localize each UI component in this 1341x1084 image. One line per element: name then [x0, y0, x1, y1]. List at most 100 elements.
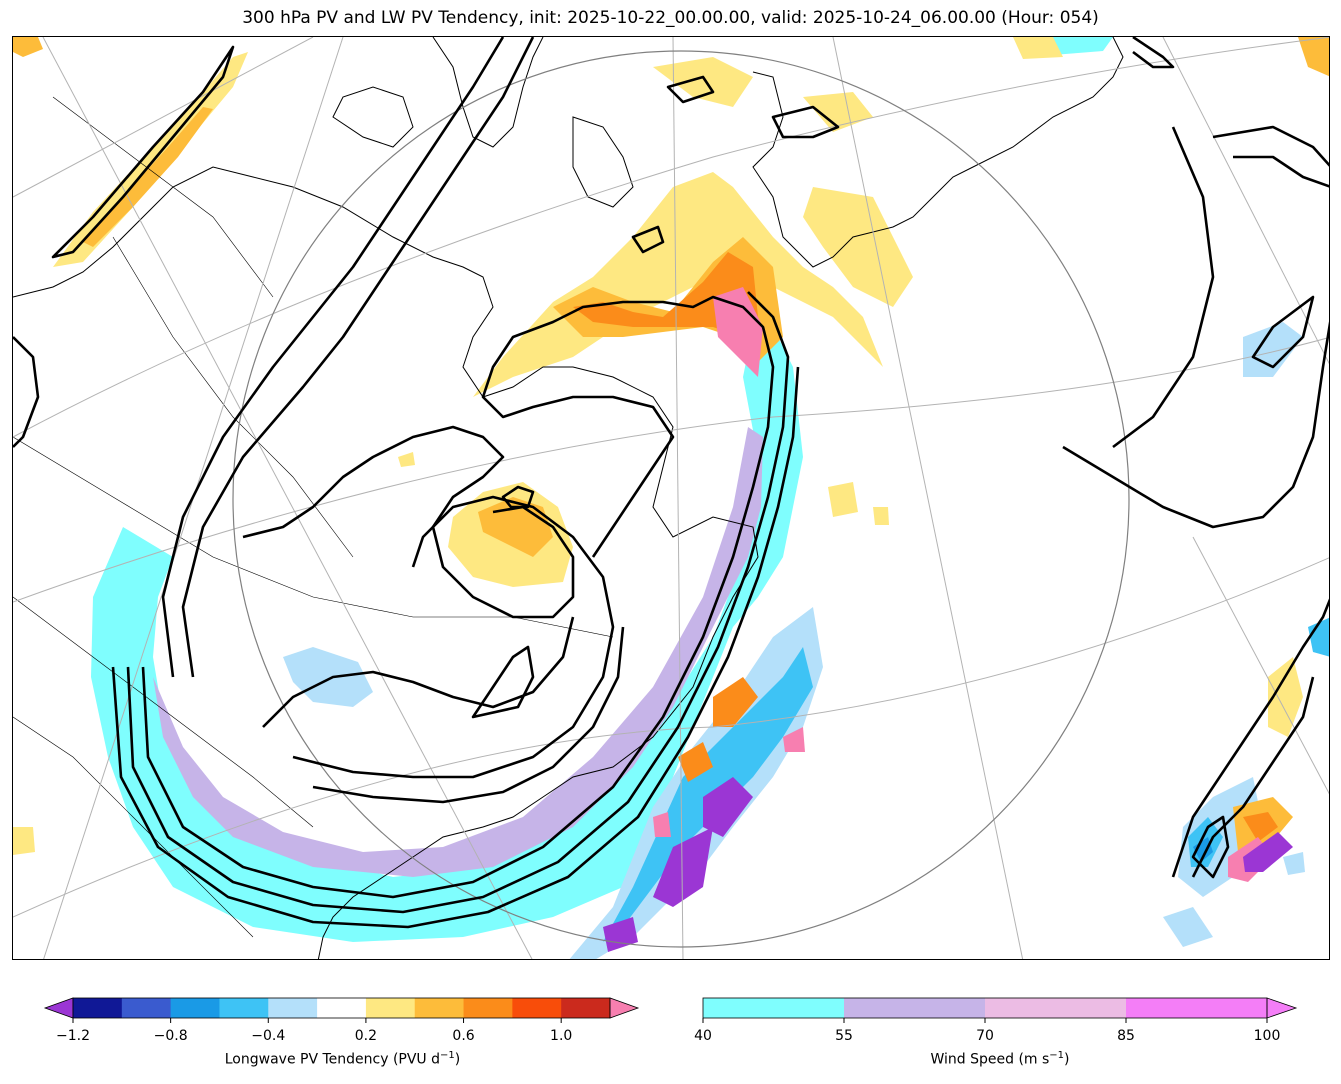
pv-contour: [501, 485, 535, 509]
colorbar-swatch: [219, 998, 269, 1018]
pv-contour: [1212, 125, 1329, 167]
pvt-negative-region: [1243, 322, 1303, 377]
meridian-line: [1192, 536, 1329, 795]
pvt-positive-region: [1243, 812, 1278, 842]
meridian-line: [13, 37, 1329, 438]
pvt-positive-region: [1298, 37, 1329, 77]
pvt-positive-region: [713, 677, 758, 727]
pv-tendency-colorbar-label: Longwave PV Tendency (PVU d−1): [40, 1050, 645, 1068]
pv-contour: [51, 45, 235, 259]
meridian-line: [13, 557, 1329, 918]
pv-tendency-label-end: ): [454, 1051, 461, 1068]
pv-contour: [181, 37, 535, 678]
colorbar-tick-label: 85: [1117, 1028, 1135, 1044]
state-border: [13, 716, 254, 938]
pvt-positive-region: [13, 827, 35, 855]
coastline: [752, 37, 1124, 268]
pvt-over-region: [783, 727, 805, 752]
colorbar-tick-label: −0.4: [251, 1028, 285, 1044]
pvt-over-region: [713, 287, 763, 377]
coastlines: [13, 37, 1124, 959]
pvt-positive-region: [1013, 37, 1063, 59]
state-border: [13, 596, 314, 828]
coastline: [572, 116, 634, 208]
meridian-line: [13, 337, 1329, 603]
map-panel: [12, 36, 1330, 960]
pvt-under-region: [1243, 832, 1293, 872]
pvt-negative-region: [1283, 852, 1305, 875]
pv-contour: [141, 295, 775, 899]
colorbar-swatch: [561, 998, 611, 1018]
meridian-line: [672, 37, 684, 959]
pvt-positive-region: [828, 482, 858, 517]
colorbar-swatch: [414, 998, 465, 1018]
pv-contour: [1171, 598, 1329, 878]
meridian-line: [13, 37, 314, 198]
meridian-line: [832, 37, 1024, 959]
colorbar-swatch: [1126, 998, 1268, 1018]
pv-contour: [631, 225, 665, 254]
pvt-positive-region: [473, 172, 883, 397]
colorbar-swatch: [512, 998, 562, 1018]
pv-contours: [13, 37, 1329, 929]
wind-speed-colorbar-label: Wind Speed (m s−1): [700, 1050, 1300, 1068]
colorbar-tick-label: 40: [694, 1028, 712, 1044]
pv-contour: [126, 291, 790, 914]
pvt-under-region: [703, 777, 753, 837]
pv-contour: [1112, 126, 1215, 449]
pv-contour: [771, 105, 840, 139]
pvt-positive-region: [13, 37, 43, 57]
wind-55-region: [153, 427, 763, 877]
pv-contour: [471, 645, 535, 719]
pvt-positive-region: [803, 187, 913, 307]
pvt-over-region: [653, 812, 671, 837]
pv-contour: [312, 626, 625, 804]
colorbar-swatch: [463, 998, 513, 1018]
pv-tendency-label-text: Longwave PV Tendency (PVU d: [224, 1051, 441, 1068]
pv-tendency-label-sup: −1: [440, 1050, 455, 1061]
pv-contour: [262, 616, 575, 728]
pvt-positive-region: [573, 252, 758, 337]
colorbar-tick-label: 1.0: [550, 1028, 572, 1044]
state-border: [52, 96, 274, 298]
wind-speed-label-text: Wind Speed (m s: [930, 1051, 1050, 1068]
coastline: [13, 166, 759, 959]
colorbar-swatch: [73, 998, 123, 1018]
pv-contour: [13, 336, 40, 448]
pv-tendency-shading: [13, 37, 1329, 959]
pvt-positive-region: [653, 57, 753, 107]
pv-contour: [666, 75, 715, 104]
colorbar-swatch: [703, 998, 845, 1018]
colorbar-tick-label: 0.6: [452, 1028, 474, 1044]
wind-speed-label-end: ): [1064, 1051, 1070, 1068]
wind-speed-label-sup: −1: [1049, 1050, 1065, 1061]
colorbar-tick-label: 0.2: [355, 1028, 377, 1044]
wind-speed-colorbar: 40 55 70 85 100: [694, 997, 1298, 1044]
colorbar-outline: [72, 997, 611, 1019]
colorbar-tick-label: −0.8: [154, 1028, 188, 1044]
pv-contour: [292, 495, 615, 779]
pv-contour: [1132, 37, 1175, 69]
colorbar-tick-label: −1.2: [56, 1028, 90, 1044]
colorbar-swatch: [268, 998, 318, 1018]
colorbar-swatch: [985, 998, 1127, 1018]
pvt-under-region: [603, 917, 638, 952]
map-canvas: [13, 37, 1329, 959]
pv-contour: [1191, 815, 1230, 879]
pv-contour: [242, 425, 575, 619]
colorbar-swatch: [121, 998, 172, 1018]
colorbar-tick-label: 55: [835, 1028, 853, 1044]
figure-title: 300 hPa PV and LW PV Tendency, init: 202…: [242, 8, 1099, 28]
state-border: [112, 236, 354, 558]
pvt-positive-region: [398, 452, 415, 467]
pv-contour: [1233, 155, 1329, 188]
pvt-negative-region: [1308, 617, 1329, 657]
colorbar-extend-over: [1266, 997, 1298, 1019]
pv-tendency-colorbar: −1.2 −0.8 −0.4 0.2 0.6 1.0: [43, 997, 640, 1044]
pvt-negative-region: [283, 647, 373, 707]
pv-contour: [161, 37, 505, 678]
pvt-negative-region: [1163, 907, 1213, 947]
colorbar-tick-label: 100: [1254, 1028, 1281, 1044]
coastline: [432, 37, 544, 148]
wind-40-region: [91, 327, 803, 942]
